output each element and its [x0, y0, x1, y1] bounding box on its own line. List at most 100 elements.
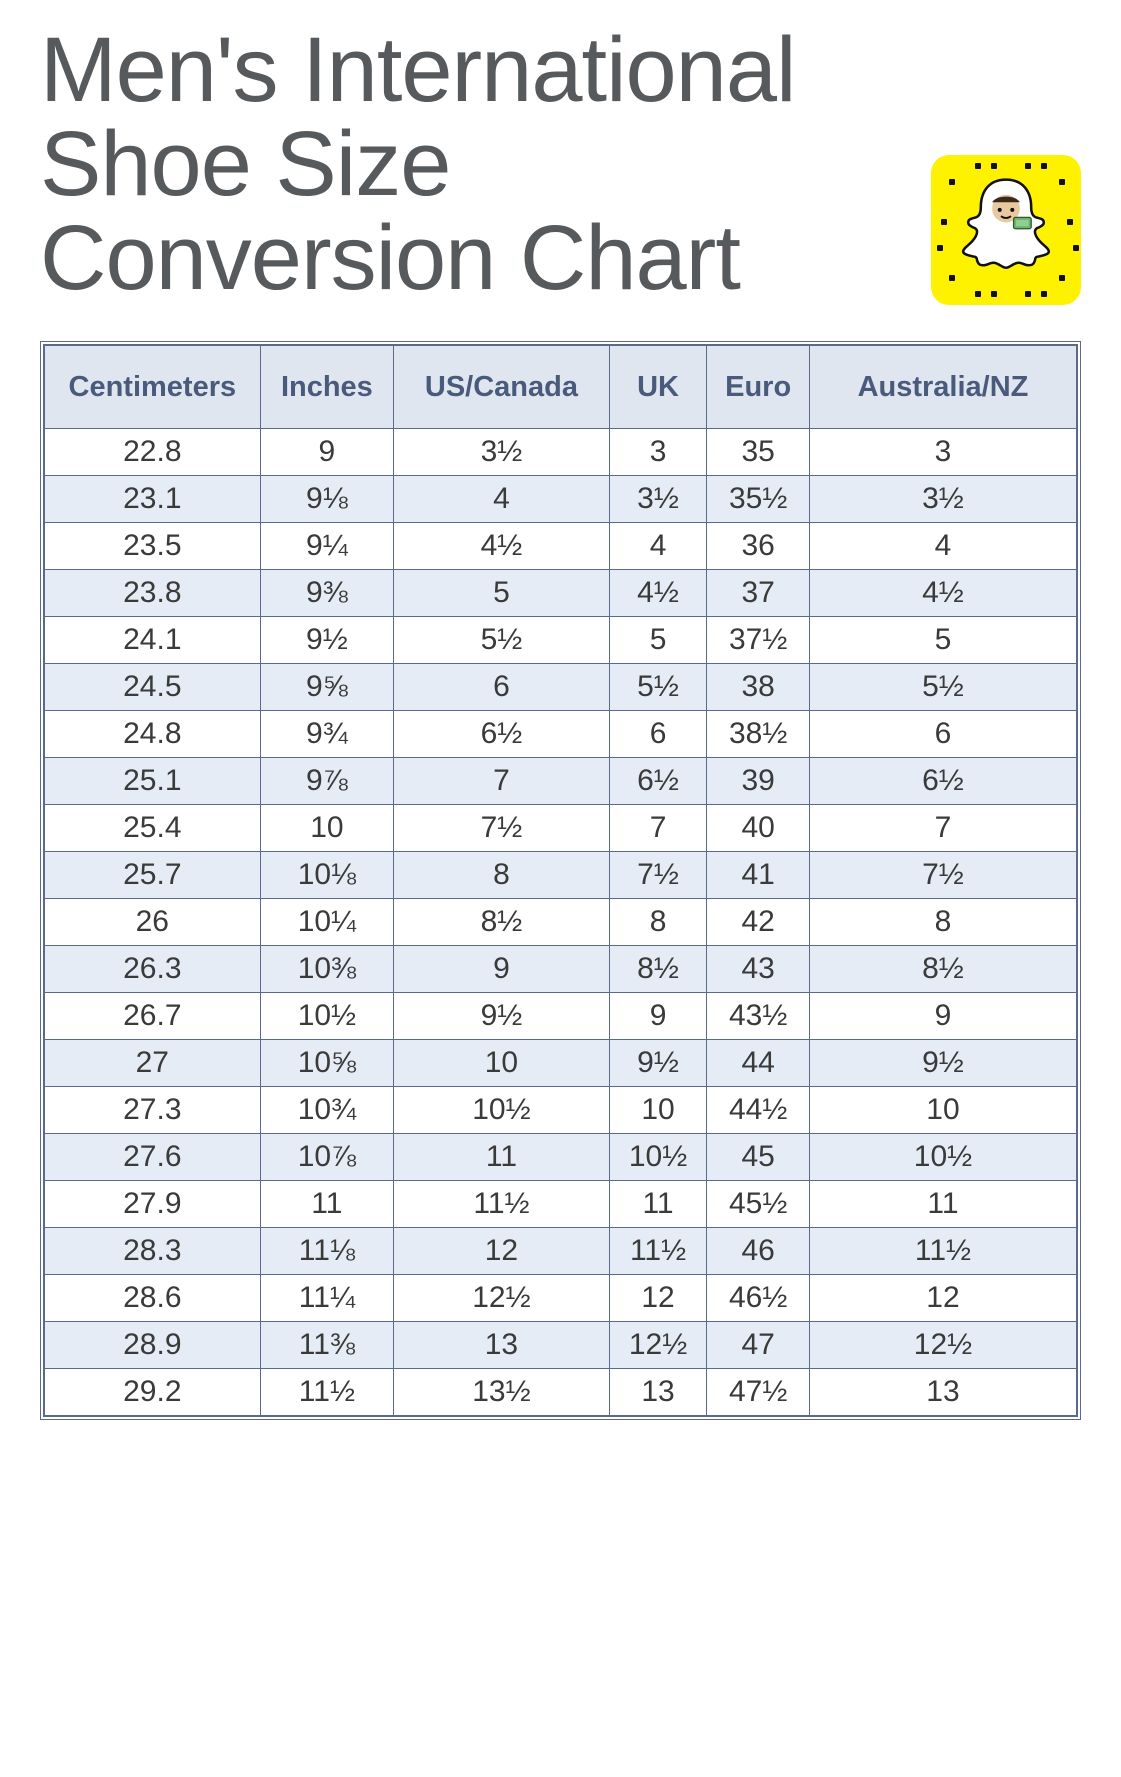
- table-row: 28.911⅜1312½4712½: [45, 1322, 1077, 1369]
- table-cell: 26.7: [45, 993, 261, 1040]
- table-cell: 9⅝: [260, 664, 393, 711]
- col-header-us: US/Canada: [394, 346, 610, 429]
- snapcode-badge: [931, 155, 1081, 305]
- table-cell: 22.8: [45, 429, 261, 476]
- table-row: 28.311⅛1211½4611½: [45, 1228, 1077, 1275]
- table-cell: 6: [394, 664, 610, 711]
- table-cell: 11½: [260, 1369, 393, 1416]
- table-cell: 35½: [707, 476, 810, 523]
- table-cell: 8: [609, 899, 707, 946]
- table-cell: 9½: [260, 617, 393, 664]
- col-header-eu: Euro: [707, 346, 810, 429]
- table-head: Centimeters Inches US/Canada UK Euro Aus…: [45, 346, 1077, 429]
- table-cell: 28.6: [45, 1275, 261, 1322]
- table-cell: 24.5: [45, 664, 261, 711]
- table-cell: 13: [609, 1369, 707, 1416]
- table-cell: 40: [707, 805, 810, 852]
- table-row: 27.610⅞1110½4510½: [45, 1134, 1077, 1181]
- table-row: 24.89¾6½638½6: [45, 711, 1077, 758]
- table-cell: 12½: [809, 1322, 1076, 1369]
- table-cell: 12: [394, 1228, 610, 1275]
- table-row: 23.19⅛43½35½3½: [45, 476, 1077, 523]
- table-cell: 10⅛: [260, 852, 393, 899]
- table-cell: 23.1: [45, 476, 261, 523]
- table-cell: 8½: [609, 946, 707, 993]
- table-cell: 6: [609, 711, 707, 758]
- table-cell: 5½: [809, 664, 1076, 711]
- table-cell: 10½: [809, 1134, 1076, 1181]
- table-cell: 9⅜: [260, 570, 393, 617]
- table-cell: 23.5: [45, 523, 261, 570]
- table-cell: 27.9: [45, 1181, 261, 1228]
- table-cell: 28.3: [45, 1228, 261, 1275]
- table-cell: 44: [707, 1040, 810, 1087]
- table-cell: 8½: [809, 946, 1076, 993]
- col-header-uk: UK: [609, 346, 707, 429]
- table-cell: 5: [394, 570, 610, 617]
- table-cell: 13: [809, 1369, 1076, 1416]
- table-cell: 24.1: [45, 617, 261, 664]
- table-cell: 12½: [394, 1275, 610, 1322]
- table-cell: 10½: [609, 1134, 707, 1181]
- table-body: 22.893½335323.19⅛43½35½3½23.59¼4½436423.…: [45, 429, 1077, 1416]
- table-cell: 9¾: [260, 711, 393, 758]
- table-cell: 10½: [394, 1087, 610, 1134]
- table-cell: 3½: [609, 476, 707, 523]
- page: Men's International Shoe Size Conversion…: [0, 0, 1121, 1480]
- table-cell: 39: [707, 758, 810, 805]
- table-cell: 10⅜: [260, 946, 393, 993]
- table-cell: 35: [707, 429, 810, 476]
- table-cell: 27.3: [45, 1087, 261, 1134]
- table-cell: 9: [609, 993, 707, 1040]
- table-cell: 7½: [809, 852, 1076, 899]
- table-cell: 3: [809, 429, 1076, 476]
- table-cell: 11⅛: [260, 1228, 393, 1275]
- table-row: 25.4107½7407: [45, 805, 1077, 852]
- table-cell: 8: [394, 852, 610, 899]
- table-cell: 5: [809, 617, 1076, 664]
- table-cell: 38: [707, 664, 810, 711]
- table-cell: 46½: [707, 1275, 810, 1322]
- table-row: 24.19½5½537½5: [45, 617, 1077, 664]
- table-cell: 43½: [707, 993, 810, 1040]
- table-cell: 4½: [609, 570, 707, 617]
- ghost-icon: [943, 167, 1069, 293]
- size-chart-table: Centimeters Inches US/Canada UK Euro Aus…: [44, 345, 1077, 1416]
- table-cell: 11: [609, 1181, 707, 1228]
- table-cell: 10: [809, 1087, 1076, 1134]
- table-cell: 6½: [609, 758, 707, 805]
- table-cell: 27.6: [45, 1134, 261, 1181]
- table-cell: 26.3: [45, 946, 261, 993]
- table-cell: 10⅝: [260, 1040, 393, 1087]
- table-cell: 11: [260, 1181, 393, 1228]
- table-cell: 9⅛: [260, 476, 393, 523]
- table-cell: 10: [609, 1087, 707, 1134]
- table-cell: 27: [45, 1040, 261, 1087]
- table-row: 29.211½13½1347½13: [45, 1369, 1077, 1416]
- col-header-cm: Centimeters: [45, 346, 261, 429]
- table-cell: 13: [394, 1322, 610, 1369]
- table-cell: 38½: [707, 711, 810, 758]
- table-cell: 43: [707, 946, 810, 993]
- table-cell: 28.9: [45, 1322, 261, 1369]
- table-cell: 36: [707, 523, 810, 570]
- table-cell: 9: [394, 946, 610, 993]
- table-cell: 7: [394, 758, 610, 805]
- table-row: 27.310¾10½1044½10: [45, 1087, 1077, 1134]
- page-title: Men's International Shoe Size Conversion…: [40, 24, 870, 305]
- table-row: 24.59⅝65½385½: [45, 664, 1077, 711]
- table-cell: 45: [707, 1134, 810, 1181]
- table-cell: 41: [707, 852, 810, 899]
- table-row: 25.710⅛87½417½: [45, 852, 1077, 899]
- table-cell: 7: [609, 805, 707, 852]
- table-cell: 4: [609, 523, 707, 570]
- table-cell: 10: [260, 805, 393, 852]
- table-cell: 45½: [707, 1181, 810, 1228]
- table-cell: 9½: [394, 993, 610, 1040]
- table-row: 28.611¼12½1246½12: [45, 1275, 1077, 1322]
- table-cell: 42: [707, 899, 810, 946]
- table-row: 27.91111½1145½11: [45, 1181, 1077, 1228]
- table-cell: 12½: [609, 1322, 707, 1369]
- table-cell: 37½: [707, 617, 810, 664]
- table-cell: 6: [809, 711, 1076, 758]
